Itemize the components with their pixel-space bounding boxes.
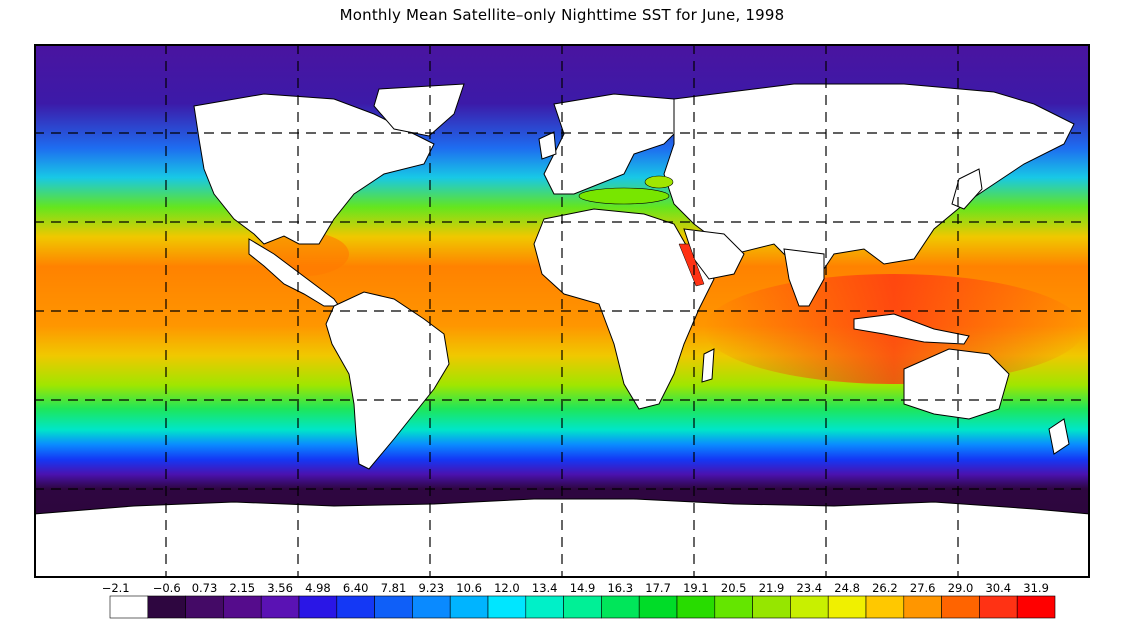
indonesia (853, 313, 970, 345)
map-title: Monthly Mean Satellite–only Nighttime SS… (339, 6, 785, 24)
color-swatch (1016, 595, 1056, 619)
color-swatch (412, 595, 451, 619)
color-scale-tick: 24.8 (834, 581, 860, 595)
color-scale-tick: 26.2 (872, 581, 898, 595)
color-swatch (147, 595, 186, 619)
color-swatch (638, 595, 678, 619)
color-scale-tick: 0.73 (192, 581, 218, 595)
color-scale-tick: 4.98 (305, 581, 331, 595)
color-scale-tick: 10.6 (456, 581, 482, 595)
south-america (325, 291, 450, 470)
color-scale-tick: 7.81 (381, 581, 407, 595)
color-swatch (109, 595, 149, 619)
color-scale-tick: 30.4 (985, 581, 1011, 595)
color-scale-tick: 2.15 (229, 581, 255, 595)
color-scale-tick: 31.9 (1023, 581, 1049, 595)
color-swatch (676, 595, 716, 619)
color-swatch (298, 595, 338, 619)
british-isles (538, 131, 557, 160)
japan (951, 168, 983, 210)
color-swatch (223, 595, 262, 619)
color-swatch (487, 595, 527, 619)
madagascar (701, 348, 715, 383)
color-scale-tick: 17.7 (645, 581, 671, 595)
color-scale-bar: −2.1 −0.6 0.73 2.15 3.56 4.98 6.40 7.81 9.23 10.6… (102, 581, 1056, 619)
color-scale-tick: 14.9 (570, 581, 596, 595)
sst-world-map (34, 44, 1090, 578)
color-scale-tick: 19.1 (683, 581, 709, 595)
color-scale-tick: 12.0 (494, 581, 520, 595)
color-scale-tick: 20.5 (721, 581, 747, 595)
color-scale-tick: 16.3 (607, 581, 633, 595)
color-swatch (827, 595, 867, 619)
color-scale-tick: 21.9 (759, 581, 785, 595)
color-scale-tick-labels: −2.1 −0.6 0.73 2.15 3.56 4.98 6.40 7.81 9.23 10.6… (102, 581, 1049, 595)
color-scale-tick: 6.40 (343, 581, 369, 595)
color-swatch (260, 595, 300, 619)
new-zealand (1048, 418, 1070, 455)
color-swatch (790, 595, 829, 619)
color-swatch (185, 595, 224, 619)
color-scale-tick: 13.4 (532, 581, 558, 595)
black-sea (644, 175, 674, 189)
north-america (193, 93, 435, 245)
red-sea (678, 243, 705, 287)
mediterranean-sea (578, 187, 670, 205)
color-swatch (525, 595, 564, 619)
color-scale-tick: 3.56 (267, 581, 293, 595)
color-scale-tick: 9.23 (418, 581, 444, 595)
color-swatch (601, 595, 640, 619)
color-swatch (336, 595, 375, 619)
australia (903, 348, 1010, 420)
india (783, 248, 825, 307)
color-scale-tick: −2.1 (102, 581, 130, 595)
color-swatch (449, 595, 489, 619)
color-swatch (865, 595, 905, 619)
color-swatch (979, 595, 1018, 619)
color-swatch (563, 595, 602, 619)
color-swatch (903, 595, 942, 619)
color-swatch (752, 595, 791, 619)
central-america (248, 238, 340, 307)
color-scale-tick: 27.6 (910, 581, 936, 595)
color-scale-tick: −0.6 (153, 581, 181, 595)
color-swatch (374, 595, 413, 619)
color-swatch (714, 595, 753, 619)
color-swatch (941, 595, 980, 619)
color-scale-tick: 29.0 (948, 581, 974, 595)
color-scale-swatches (109, 595, 1056, 619)
grid-lines (34, 44, 1090, 578)
color-scale-tick: 23.4 (796, 581, 822, 595)
map-frame (34, 44, 1090, 578)
greenland (373, 83, 465, 137)
